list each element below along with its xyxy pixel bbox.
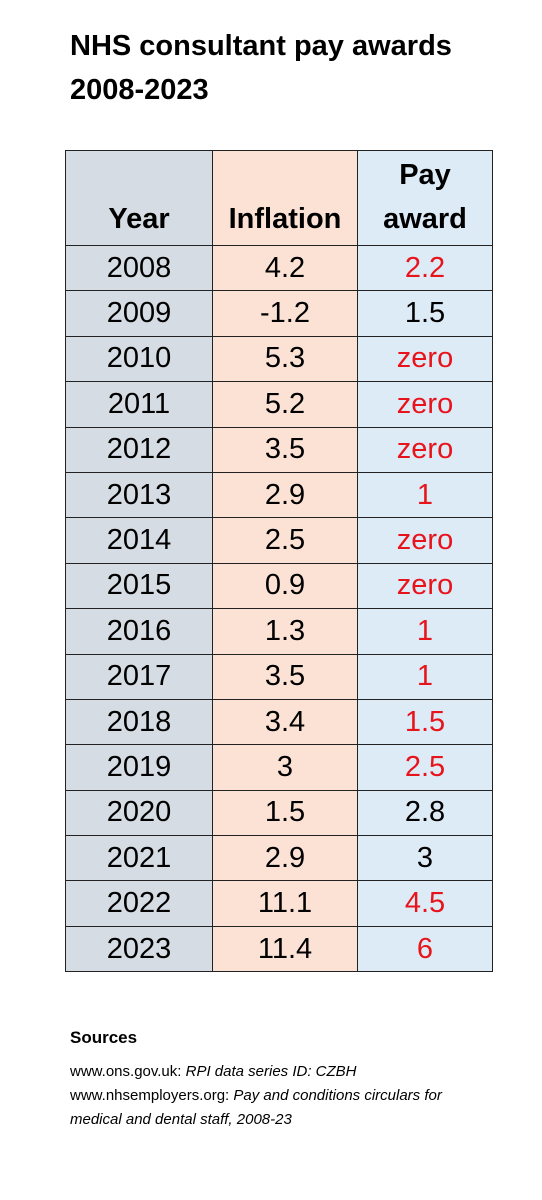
table-cell: 2013 <box>65 471 213 519</box>
table-cell: 2018 <box>65 698 213 746</box>
table-cell: 3 <box>357 835 493 882</box>
table-cell: 6 <box>357 925 493 973</box>
table-cell: zero <box>357 517 493 564</box>
table-cell: zero <box>357 426 493 473</box>
table-row: 2008 4.2 2.2 <box>65 244 493 292</box>
table-cell: zero <box>357 335 493 383</box>
table-cell: 2.5 <box>212 517 358 564</box>
table-row: 2013 2.9 1 <box>65 471 493 519</box>
table-row: 2018 3.4 1.5 <box>65 698 493 746</box>
table-cell: 1.5 <box>357 698 493 746</box>
table-cell: 1 <box>357 471 493 519</box>
table-cell: 2011 <box>65 381 213 428</box>
table-cell: 2017 <box>65 653 213 700</box>
table-cell: 2022 <box>65 880 213 927</box>
table-row: 2022 11.1 4.5 <box>65 880 493 927</box>
table-row: 2012 3.5 zero <box>65 426 493 473</box>
table-cell: 2014 <box>65 517 213 564</box>
table-cell: 2.2 <box>357 244 493 292</box>
table-cell: 3.4 <box>212 698 358 746</box>
table-cell: 0.9 <box>212 562 358 610</box>
header-row: Year Inflation Pay award <box>65 150 493 246</box>
table-cell: 2016 <box>65 608 213 655</box>
table-row: 2023 11.4 6 <box>65 925 493 973</box>
table-cell: 11.4 <box>212 925 358 973</box>
table-row: 2010 5.3 zero <box>65 335 493 383</box>
column-header: Year <box>65 150 213 246</box>
table-cell: 2.8 <box>357 789 493 837</box>
table-cell: 4.5 <box>357 880 493 927</box>
table-cell: zero <box>357 381 493 428</box>
table-cell: 2023 <box>65 925 213 973</box>
table-cell: 2.5 <box>357 744 493 791</box>
column-header: Inflation <box>212 150 358 246</box>
table-cell: 2008 <box>65 244 213 292</box>
table-cell: 3.5 <box>212 426 358 473</box>
table-cell: 5.3 <box>212 335 358 383</box>
table-cell: 1.5 <box>212 789 358 837</box>
source-item: www.nhsemployers.org: Pay and conditions… <box>70 1084 470 1132</box>
table-cell: 2.9 <box>212 835 358 882</box>
pay-table: Year Inflation Pay award 2008 4.2 2.2 2009 -1.… <box>65 150 493 973</box>
table-cell: 1.5 <box>357 290 493 337</box>
table-cell: 1 <box>357 653 493 700</box>
table-cell: 2.9 <box>212 471 358 519</box>
source-item: www.ons.gov.uk: RPI data series ID: CZBH <box>70 1060 470 1084</box>
table-row: 2019 3 2.5 <box>65 744 493 791</box>
table-row: 2020 1.5 2.8 <box>65 789 493 837</box>
table-cell: 5.2 <box>212 381 358 428</box>
table-cell: 3 <box>212 744 358 791</box>
table-cell: 3.5 <box>212 653 358 700</box>
title: NHS consultant pay awards 2008-2023 <box>70 30 452 106</box>
table-cell: 2015 <box>65 562 213 610</box>
table-cell: 2009 <box>65 290 213 337</box>
table-row: 2011 5.2 zero <box>65 381 493 428</box>
table-row: 2021 2.9 3 <box>65 835 493 882</box>
source-site: www.ons.gov.uk: <box>70 1063 182 1080</box>
table-row: 2017 3.5 1 <box>65 653 493 700</box>
source-description: RPI data series ID: CZBH <box>185 1063 357 1080</box>
table-row: 2009 -1.2 1.5 <box>65 290 493 337</box>
table-cell: -1.2 <box>212 290 358 337</box>
table-row: 2016 1.3 1 <box>65 608 493 655</box>
table-cell: 2019 <box>65 744 213 791</box>
table-cell: zero <box>357 562 493 610</box>
sources: Sources www.ons.gov.uk: RPI data series … <box>70 1026 470 1132</box>
table-body: 2008 4.2 2.2 2009 -1.2 1.5 2010 5.3 zero 2011 5.2 z… <box>65 244 493 973</box>
table-cell: 1 <box>357 608 493 655</box>
table-cell: 1.3 <box>212 608 358 655</box>
table-cell: 11.1 <box>212 880 358 927</box>
source-description: Pay and conditions circulars for medical… <box>70 1087 442 1128</box>
source-site: www.nhsemployers.org: <box>70 1087 230 1104</box>
sources-heading: Sources <box>70 1028 138 1047</box>
table-cell: 4.2 <box>212 244 358 292</box>
table-cell: 2010 <box>65 335 213 383</box>
column-header: Pay award <box>357 150 493 246</box>
table-cell: 2020 <box>65 789 213 837</box>
table-cell: 2021 <box>65 835 213 882</box>
table-row: 2014 2.5 zero <box>65 517 493 564</box>
table-row: 2015 0.9 zero <box>65 562 493 610</box>
table-cell: 2012 <box>65 426 213 473</box>
